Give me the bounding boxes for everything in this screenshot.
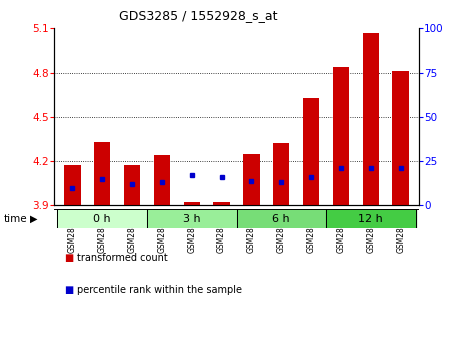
Text: GDS3285 / 1552928_s_at: GDS3285 / 1552928_s_at [119, 9, 278, 22]
Text: 6 h: 6 h [272, 213, 290, 224]
Text: ▶: ▶ [30, 214, 37, 224]
Bar [326, 209, 416, 228]
Text: 3 h: 3 h [183, 213, 201, 224]
Text: transformed count: transformed count [77, 253, 168, 263]
Text: time: time [4, 214, 27, 224]
Bar [57, 209, 147, 228]
Bar [64, 166, 80, 205]
Text: ■: ■ [64, 253, 73, 263]
Bar [154, 155, 170, 205]
Text: 0 h: 0 h [93, 213, 111, 224]
Bar [184, 202, 200, 205]
Bar [363, 33, 379, 205]
Bar [94, 142, 110, 205]
Bar [333, 67, 349, 205]
Bar [393, 71, 409, 205]
Bar [213, 202, 230, 205]
Bar [273, 143, 289, 205]
Text: percentile rank within the sample: percentile rank within the sample [77, 285, 242, 295]
Bar [147, 209, 236, 228]
Bar [236, 209, 326, 228]
Bar [124, 166, 140, 205]
Text: ■: ■ [64, 285, 73, 295]
Bar [243, 154, 260, 205]
Text: 12 h: 12 h [359, 213, 383, 224]
Bar [303, 98, 319, 205]
